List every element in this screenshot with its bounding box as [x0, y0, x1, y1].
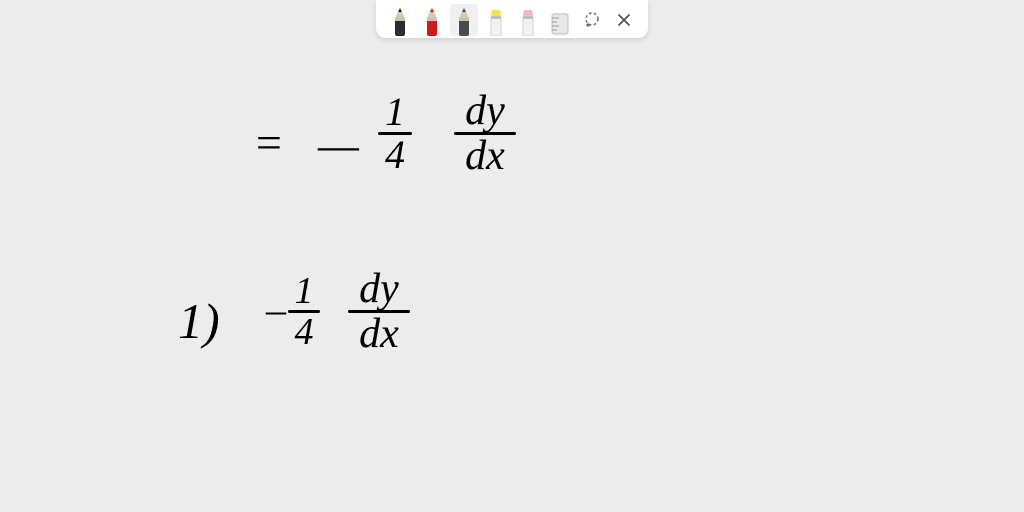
- frac2-den: dx: [461, 135, 509, 177]
- fraction-dy-dx-1: dy dx: [454, 90, 516, 177]
- frac4-num: dy: [355, 268, 403, 310]
- fraction-dy-dx-2: dy dx: [348, 268, 410, 355]
- equals-sign: =: [253, 120, 284, 166]
- frac1-den: 4: [381, 135, 409, 175]
- frac4-den: dx: [355, 313, 403, 355]
- frac3-den: 4: [291, 313, 318, 351]
- minus-sign-2: –: [266, 290, 286, 330]
- fraction-one-fourth-1: 1 4: [378, 92, 412, 175]
- fraction-one-fourth-2: 1 4: [288, 272, 320, 351]
- item-label-1: 1): [178, 296, 220, 346]
- whiteboard-canvas[interactable]: = — 1 4 dy dx 1) – 1 4 dy dx: [0, 0, 1024, 512]
- minus-sign-1: —: [318, 122, 359, 168]
- frac1-num: 1: [381, 92, 409, 132]
- frac3-num: 1: [291, 272, 318, 310]
- frac2-num: dy: [461, 90, 509, 132]
